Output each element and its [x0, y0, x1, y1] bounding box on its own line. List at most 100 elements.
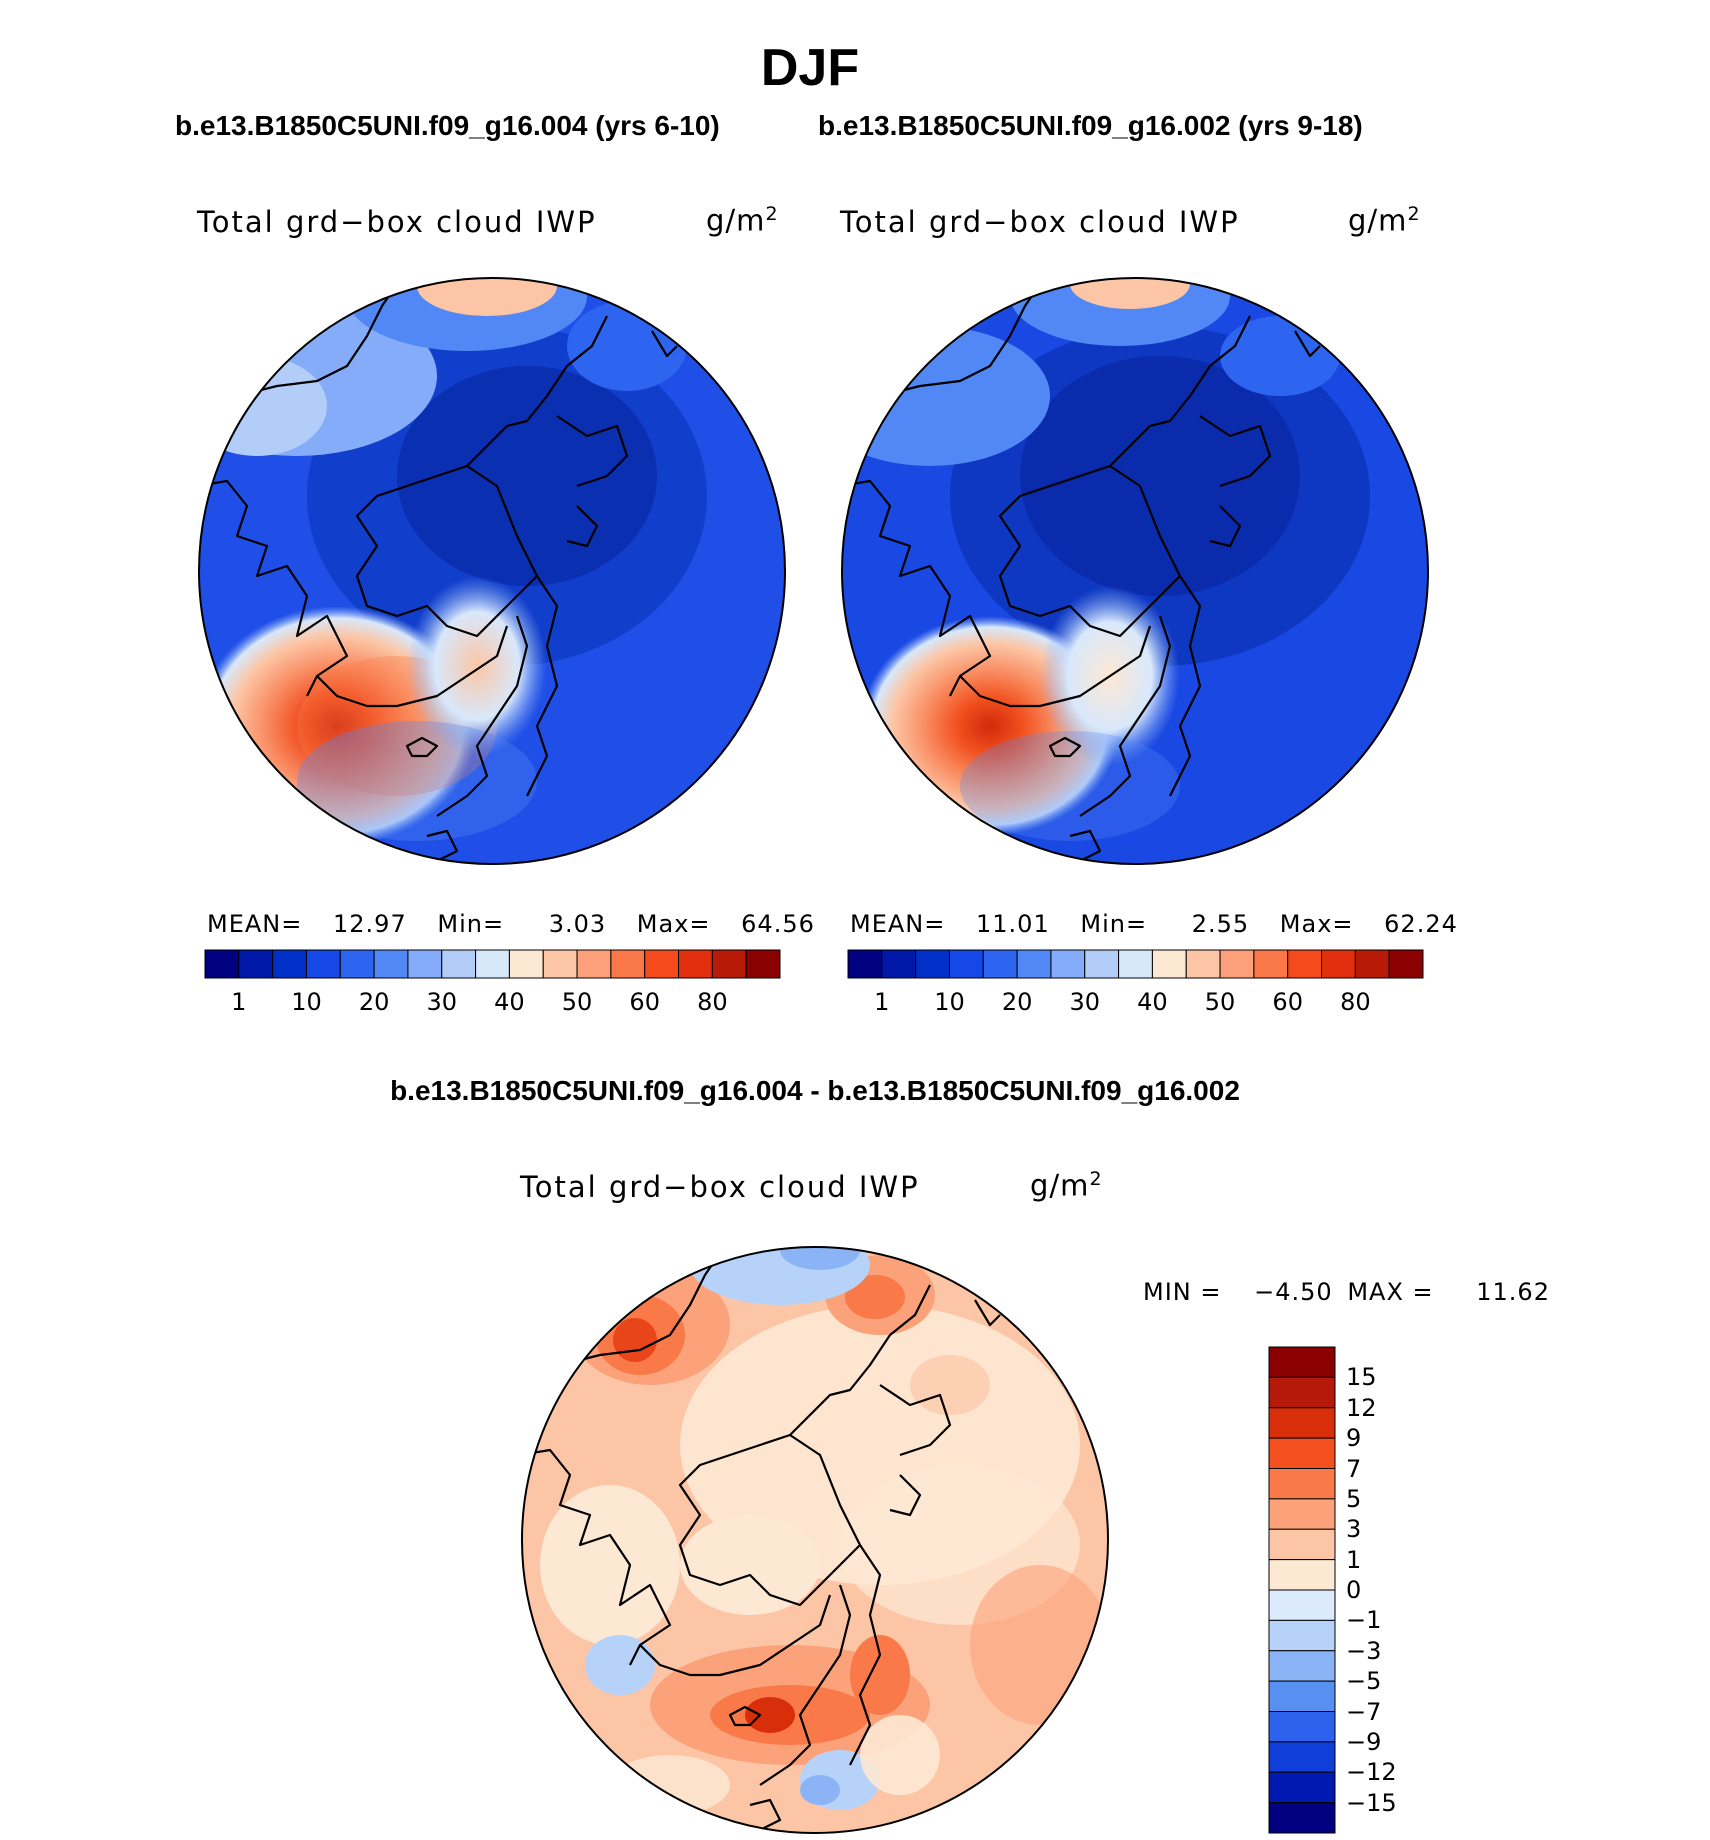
units-exp-2: 2 — [1407, 203, 1421, 225]
colorbar-tick-label: 0 — [1346, 1576, 1362, 1604]
colorbar-swatch — [948, 949, 984, 979]
colorbar-swatch — [881, 949, 917, 979]
season-title: DJF — [760, 39, 860, 97]
min-value-1: 3.03 — [548, 910, 607, 938]
colorbar-swatch — [475, 949, 510, 979]
colorbar-swatch — [1268, 1741, 1336, 1773]
min-value-2: 2.55 — [1191, 910, 1250, 938]
mean-label-2: MEAN= — [850, 910, 946, 938]
diff-max-value: 11.62 — [1476, 1278, 1550, 1306]
colorbar-swatch — [542, 949, 578, 979]
colorbar-tick-label: 60 — [1272, 988, 1303, 1016]
colorbar-tick-label: 1 — [874, 988, 890, 1016]
colorbar-swatch — [1268, 1346, 1336, 1378]
units-label-2: g/m2 — [1348, 203, 1421, 238]
colorbar-1 — [204, 949, 781, 979]
polar-map-1 — [198, 277, 786, 865]
colorbar-swatch — [644, 949, 680, 979]
colorbar-difference — [1268, 1346, 1336, 1834]
mean-value-1: 12.97 — [333, 910, 407, 938]
colorbar-swatch — [441, 949, 477, 979]
colorbar-swatch — [1268, 1559, 1336, 1591]
diff-max-label: MAX = — [1347, 1278, 1434, 1306]
colorbar-swatch — [1287, 949, 1323, 979]
colorbar-tick-label: 50 — [561, 988, 593, 1016]
colorbar-swatch — [1268, 1528, 1336, 1561]
stats-row-1: MEAN= 12.97 Min= 3.03 Max= 64.56 — [207, 910, 815, 938]
max-label-1: Max= — [636, 910, 711, 938]
variable-label-3: Total grd−box cloud IWP — [520, 1170, 920, 1204]
colorbar-swatch — [407, 949, 443, 979]
colorbar-swatch — [745, 949, 781, 979]
colorbar-ticks-2: 1 10 20 30 40 50 60 80 — [848, 988, 1423, 1018]
colorbar-swatch — [1268, 1650, 1336, 1682]
colorbar-tick-label: 10 — [934, 988, 965, 1016]
colorbar-swatch — [272, 949, 307, 979]
polar-map-difference — [521, 1246, 1109, 1834]
max-label-2: Max= — [1279, 910, 1354, 938]
colorbar-swatch — [373, 949, 409, 979]
max-value-2: 62.24 — [1384, 910, 1458, 938]
colorbar-tick-label: 5 — [1346, 1484, 1362, 1513]
stats-row-2: MEAN= 11.01 Min= 2.55 Max= 62.24 — [850, 910, 1458, 938]
units-label-1: g/m2 — [706, 203, 779, 238]
colorbar-swatch — [508, 949, 544, 979]
colorbar-swatch — [1268, 1680, 1336, 1712]
colorbar-tick-label: 80 — [1340, 988, 1371, 1016]
colorbar-ticks-difference: 15 12 9 7 5 3 1 0 −1 −3 −5 −7 −9 −12 −15 — [1346, 1346, 1436, 1836]
colorbar-tick-label: 30 — [426, 988, 458, 1016]
colorbar-swatch — [1268, 1498, 1336, 1530]
colorbar-tick-label: 10 — [291, 988, 322, 1016]
colorbar-swatch — [1050, 949, 1086, 979]
colorbar-swatch — [610, 949, 646, 979]
colorbar-tick-label: 12 — [1346, 1393, 1377, 1422]
colorbar-swatch — [204, 949, 240, 979]
colorbar-tick-label: 20 — [1001, 988, 1033, 1016]
colorbar-swatch — [576, 949, 612, 979]
colorbar-swatch — [1253, 949, 1289, 979]
colorbar-swatch — [238, 949, 274, 979]
max-value-1: 64.56 — [741, 910, 815, 938]
colorbar-tick-label: 1 — [231, 988, 247, 1016]
case-title-1: b.e13.B1850C5UNI.f09_g16.004 (yrs 6-10) — [175, 110, 720, 141]
colorbar-swatch — [915, 949, 950, 979]
colorbar-swatch — [1268, 1376, 1336, 1409]
colorbar-swatch — [1388, 949, 1424, 979]
colorbar-swatch — [1268, 1589, 1336, 1621]
case-title-2: b.e13.B1850C5UNI.f09_g16.002 (yrs 9-18) — [818, 110, 1363, 141]
colorbar-tick-label: 30 — [1069, 988, 1101, 1016]
colorbar-swatch — [847, 949, 883, 979]
colorbar-tick-label: −5 — [1346, 1667, 1382, 1696]
colorbar-tick-label: −15 — [1346, 1788, 1397, 1817]
colorbar-tick-label: 40 — [494, 988, 525, 1016]
colorbar-tick-label: 3 — [1346, 1515, 1362, 1544]
colorbar-tick-label: 60 — [629, 988, 660, 1016]
colorbar-tick-label: 7 — [1346, 1454, 1362, 1483]
units-base-1: g/m — [706, 203, 766, 238]
colorbar-tick-label: 40 — [1137, 988, 1168, 1016]
colorbar-tick-label: −1 — [1346, 1606, 1382, 1635]
colorbar-swatch — [305, 949, 341, 979]
colorbar-swatch — [339, 949, 375, 979]
units-exp-3: 2 — [1089, 1168, 1103, 1190]
colorbar-tick-label: 20 — [358, 988, 390, 1016]
colorbar-swatch — [1219, 949, 1255, 979]
diff-min-value: −4.50 — [1254, 1278, 1333, 1306]
colorbar-tick-label: 15 — [1346, 1363, 1377, 1392]
units-base-2: g/m — [1348, 203, 1408, 238]
colorbar-tick-label: 50 — [1204, 988, 1236, 1016]
colorbar-swatch — [1268, 1407, 1336, 1439]
min-label-2: Min= — [1080, 910, 1148, 938]
colorbar-swatch — [1084, 949, 1120, 979]
colorbar-tick-label: −12 — [1346, 1758, 1397, 1787]
colorbar-swatch — [1118, 949, 1153, 979]
mean-value-2: 11.01 — [976, 910, 1050, 938]
colorbar-tick-label: 80 — [697, 988, 728, 1016]
colorbar-tick-label: 1 — [1346, 1545, 1362, 1574]
colorbar-swatch — [1151, 949, 1187, 979]
units-base-3: g/m — [1030, 1168, 1090, 1203]
colorbar-tick-label: −9 — [1346, 1727, 1382, 1756]
variable-label-2: Total grd−box cloud IWP — [840, 205, 1240, 239]
colorbar-swatch — [678, 949, 713, 979]
